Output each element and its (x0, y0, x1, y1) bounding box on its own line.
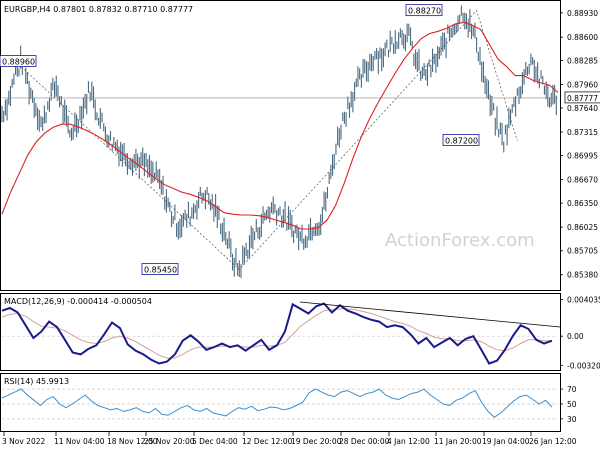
rsi-layer (1, 388, 558, 420)
x-tick-label: 26 Jan 12:00 (529, 437, 577, 446)
watermark: ActionForex.com (385, 230, 535, 251)
x-tick-label: 19 Jan 04:00 (482, 437, 530, 446)
macd-line (1, 302, 553, 365)
current-price-tag (564, 91, 600, 104)
annotation-box (442, 134, 480, 146)
y-tick-label: 0.87640 (567, 104, 598, 113)
rsi-panel (0, 373, 561, 432)
axis-ticks: 0.88930 0.88600 0.88285 0.87960 0.87640 0.873… (2, 9, 600, 446)
x-tick-label: 25 Nov 20:00 (144, 437, 195, 446)
rsi-tick-label: 70 (567, 385, 577, 394)
macd-trendline (299, 301, 561, 328)
macd-layer (1, 301, 561, 365)
y-tick-label: 0.85705 (567, 247, 598, 256)
chart-title: EURGBP,H4 0.87801 0.87832 0.87710 0.8777… (4, 5, 193, 14)
y-tick-label: 0.86350 (567, 199, 598, 208)
x-tick-label: 28 Dec 00:00 (339, 437, 390, 446)
y-tick-label: 0.88285 (567, 56, 598, 65)
macd-label: MACD(12,26,9) -0.000414 -0.000504 (4, 297, 152, 306)
x-tick-label: 12 Dec 12:00 (242, 437, 293, 446)
y-tick-label: 0.88930 (567, 9, 598, 18)
price-layer: 0.88960 0.88270 0.87200 0.85450 (0, 4, 559, 278)
y-tick-label: 0.86025 (567, 223, 598, 232)
macd-tick-label: 0.00 (567, 332, 584, 341)
annotation-label: 0.85450 (144, 266, 177, 275)
macd-tick-label: 0.004035 (567, 296, 600, 305)
annotation-box (141, 263, 179, 275)
zigzag-line (15, 9, 518, 271)
annotation-label: 0.88270 (408, 7, 441, 16)
y-tick-label: 0.87315 (567, 128, 598, 137)
y-tick-label: 0.86670 (567, 176, 598, 185)
annotation-box (405, 4, 443, 17)
y-tick-label: 0.85380 (567, 271, 598, 280)
rsi-line (1, 388, 553, 419)
y-tick-label: 0.87960 (567, 80, 598, 89)
rsi-tick-label: 30 (567, 415, 577, 424)
annotation-box (0, 55, 37, 67)
rsi-tick-label: 50 (567, 400, 577, 409)
annotation-label: 0.88960 (2, 58, 35, 67)
rsi-label: RSI(14) 45.9913 (4, 377, 69, 386)
y-tick-label: 0.88600 (567, 33, 598, 42)
y-tick-label: 0.86995 (567, 152, 598, 161)
x-tick-label: 5 Dec 04:00 (192, 437, 238, 446)
x-tick-label: 18 Nov 12:00 (107, 437, 158, 446)
x-tick-label: 11 Nov 04:00 (54, 437, 105, 446)
x-tick-label: 4 Jan 12:00 (387, 437, 430, 446)
x-tick-label: 3 Nov 2022 (2, 437, 45, 446)
x-tick-label: 11 Jan 20:00 (434, 437, 482, 446)
annotation-label: 0.87200 (445, 136, 478, 145)
current-price-value: 0.87777 (567, 94, 598, 103)
macd-panel (0, 293, 561, 371)
x-tick-label: 19 Dec 20:00 (291, 437, 342, 446)
